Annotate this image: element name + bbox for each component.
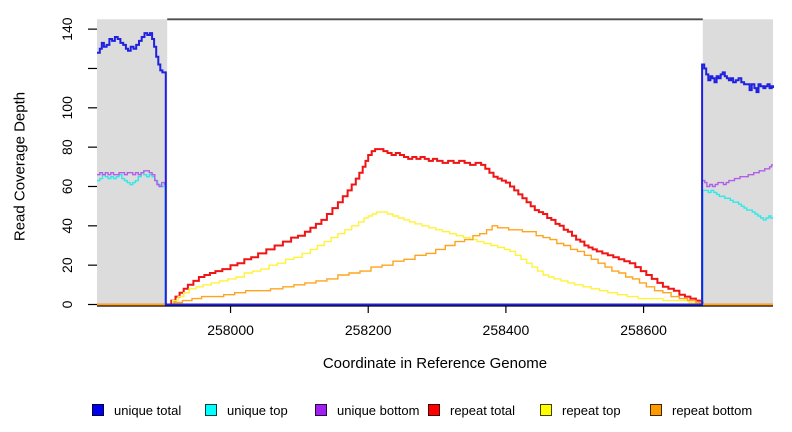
legend-swatch-repeat-top bbox=[540, 404, 552, 416]
series-line-unique-total bbox=[97, 32, 774, 306]
y-axis-title: Read Coverage Depth bbox=[11, 91, 29, 242]
legend-swatch-unique-top bbox=[205, 404, 217, 416]
y-tick-label: 40 bbox=[59, 218, 75, 234]
x-axis-title: Coordinate in Reference Genome bbox=[322, 355, 548, 372]
y-tick-label: 80 bbox=[59, 139, 75, 155]
x-tick-label: 258400 bbox=[483, 322, 530, 338]
series-line-repeat-total bbox=[97, 148, 773, 306]
legend-label: unique bottom bbox=[337, 402, 420, 418]
legend-swatch-repeat-bottom bbox=[650, 404, 662, 416]
y-tick-label: 60 bbox=[59, 178, 75, 194]
legend-label: repeat bottom bbox=[672, 402, 753, 418]
legend-item-repeat-bottom: repeat bottom bbox=[650, 402, 753, 418]
shaded-region-unique-flank-left bbox=[97, 19, 168, 307]
series-line-unique-bottom bbox=[97, 164, 773, 306]
legend-item-unique-top: unique top bbox=[205, 402, 288, 418]
shaded-region-unique-flank-right bbox=[702, 19, 773, 307]
legend-label: repeat top bbox=[562, 402, 621, 418]
series-line-unique-top bbox=[97, 172, 773, 306]
legend-label: unique total bbox=[114, 402, 182, 418]
y-tick-label: 0 bbox=[59, 300, 75, 308]
y-tick-label: 140 bbox=[59, 17, 75, 41]
x-tick-label: 258200 bbox=[345, 322, 392, 338]
legend-item-repeat-top: repeat top bbox=[540, 402, 621, 418]
legend-item-repeat-total: repeat total bbox=[428, 402, 516, 418]
legend-swatch-unique-total bbox=[92, 404, 104, 416]
legend-item-unique-bottom: unique bottom bbox=[315, 402, 420, 418]
x-tick-label: 258000 bbox=[207, 322, 254, 338]
legend-swatch-repeat-total bbox=[428, 404, 440, 416]
y-tick-label: 20 bbox=[59, 257, 75, 273]
legend-swatch-unique-bottom bbox=[315, 404, 327, 416]
legend-label: unique top bbox=[227, 402, 288, 418]
legend-item-unique-total: unique total bbox=[92, 402, 182, 418]
x-tick-label: 258600 bbox=[620, 322, 667, 338]
series-line-repeat-bottom bbox=[97, 225, 773, 306]
y-tick-label: 100 bbox=[59, 96, 75, 120]
legend-label: repeat total bbox=[450, 402, 516, 418]
series-line-repeat-top bbox=[97, 211, 773, 306]
